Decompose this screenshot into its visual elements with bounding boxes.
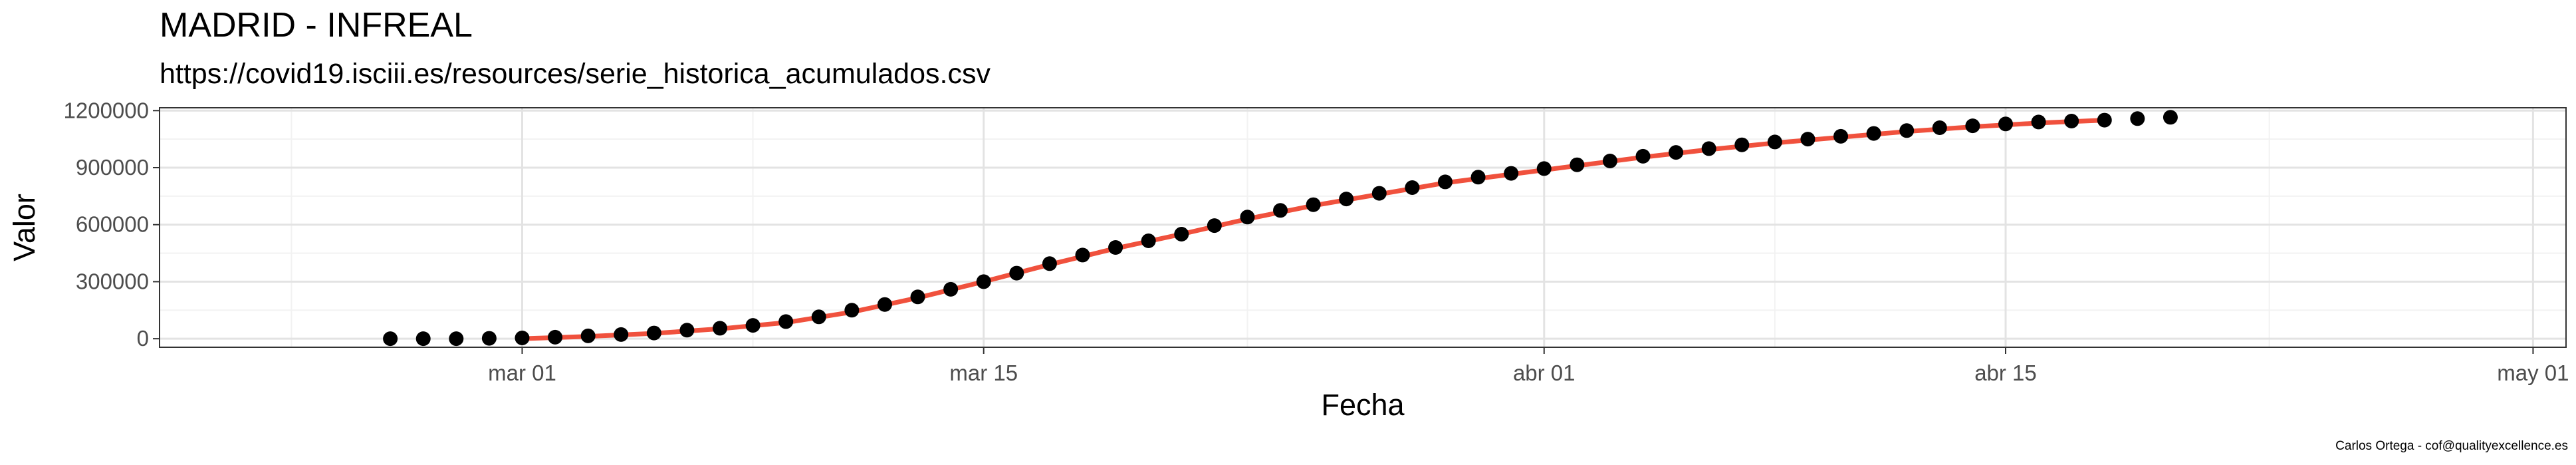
data-point	[1932, 120, 1947, 135]
data-point	[1504, 166, 1519, 181]
x-tick-label: abr 01	[1513, 361, 1576, 385]
data-point	[548, 329, 563, 345]
y-tick-label: 0	[137, 326, 149, 351]
x-tick-label: mar 01	[488, 361, 556, 385]
data-point	[1009, 265, 1024, 281]
caption-credit: Carlos Ortega - cof@qualityexcellence.es	[2335, 439, 2568, 453]
data-point	[976, 274, 991, 289]
data-point	[877, 297, 892, 312]
data-point	[2097, 112, 2112, 128]
data-point	[614, 327, 629, 342]
data-point	[580, 328, 596, 343]
data-point	[1669, 145, 1684, 160]
data-point	[1899, 123, 1915, 138]
data-point	[1141, 233, 1156, 248]
data-point	[910, 289, 925, 305]
data-point	[1273, 203, 1288, 218]
data-point	[1570, 157, 1585, 172]
x-tick-label: mar 15	[949, 361, 1018, 385]
data-point	[1207, 218, 1222, 233]
data-point	[1767, 134, 1782, 150]
data-point	[383, 331, 398, 347]
data-point	[844, 303, 860, 318]
data-point	[2064, 114, 2079, 128]
data-point	[449, 331, 464, 347]
data-point	[1602, 154, 1617, 168]
data-point	[713, 321, 728, 336]
data-point	[1470, 170, 1486, 185]
y-axis-title: Valor	[7, 194, 41, 261]
data-point	[1108, 240, 1123, 255]
data-point	[1240, 210, 1255, 225]
data-point	[481, 331, 497, 346]
data-point	[1833, 128, 1849, 144]
x-tick-label: abr 15	[1974, 361, 2037, 385]
data-point	[1042, 256, 1057, 271]
data-point	[1405, 180, 1420, 195]
data-point	[1866, 126, 1881, 141]
data-point	[1965, 118, 1980, 134]
data-point	[943, 281, 959, 297]
chart-subtitle: https://covid19.isciii.es/resources/seri…	[160, 58, 991, 90]
panel-border	[159, 107, 2567, 348]
data-point	[679, 323, 695, 338]
y-tick-label: 1200000	[64, 98, 149, 122]
data-point	[646, 325, 661, 341]
data-point	[1734, 137, 1750, 152]
data-point	[1174, 227, 1189, 241]
data-point	[1800, 132, 1815, 147]
data-point	[1701, 141, 1716, 156]
plot-panel	[160, 108, 2566, 347]
x-axis-title: Fecha	[1321, 388, 1405, 422]
data-point	[811, 309, 826, 325]
y-tick-label: 900000	[76, 155, 149, 180]
data-point	[1536, 161, 1552, 176]
data-point	[2163, 110, 2178, 125]
data-point	[1635, 148, 1651, 164]
data-point	[778, 314, 794, 329]
y-tick-label: 300000	[76, 269, 149, 293]
chart-title: MADRID - INFREAL	[160, 6, 473, 45]
data-point	[1998, 116, 2013, 132]
data-point	[1371, 186, 1387, 201]
data-point	[515, 331, 530, 345]
data-point	[1339, 192, 1354, 207]
data-point	[745, 318, 761, 333]
x-tick-label: may 01	[2497, 361, 2569, 385]
data-point	[1306, 197, 1321, 212]
data-point	[2130, 111, 2145, 126]
data-point	[1075, 247, 1090, 263]
data-point	[2031, 114, 2046, 130]
y-tick-label: 600000	[76, 212, 149, 237]
data-point	[415, 331, 431, 347]
data-point	[1437, 174, 1453, 190]
